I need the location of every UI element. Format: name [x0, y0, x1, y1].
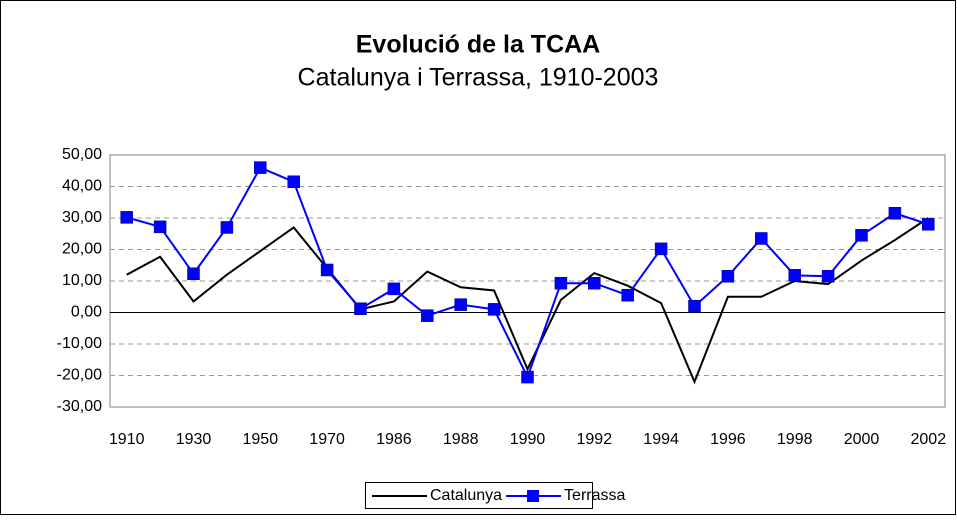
point-marker [821, 270, 835, 283]
x-tick-label: 1950 [243, 431, 279, 448]
legend-label: Catalunya [430, 487, 502, 504]
y-tick-label: 20,00 [62, 241, 102, 258]
point-marker [888, 207, 902, 220]
point-marker [788, 269, 801, 282]
y-tick-label: 50,00 [62, 146, 102, 163]
x-tick-label: 1970 [309, 431, 345, 448]
y-tick-label: -20,00 [57, 367, 102, 384]
x-tick-label: 2002 [911, 431, 947, 448]
point-marker [120, 211, 133, 224]
x-tick-label: 1986 [376, 431, 412, 448]
chart-title: Evolució de la TCAA [356, 31, 600, 59]
y-tick-label: 10,00 [62, 272, 102, 289]
point-marker [721, 270, 735, 283]
x-tick-label: 1996 [710, 431, 746, 448]
point-marker [287, 175, 300, 189]
point-marker [855, 229, 868, 242]
legend-marker [527, 490, 540, 502]
point-marker [454, 298, 467, 311]
point-marker [354, 302, 367, 315]
x-tick-label: 1988 [443, 431, 479, 448]
point-marker [153, 220, 167, 234]
y-tick-label: -30,00 [57, 398, 102, 415]
x-tick-label: 2000 [844, 431, 880, 448]
x-tick-label: 1994 [643, 431, 679, 448]
point-marker [220, 221, 234, 234]
x-tick-label: 1990 [510, 431, 546, 448]
x-tick-label: 1930 [176, 431, 212, 448]
legend-label: Terrassa [564, 487, 625, 504]
point-marker [922, 218, 935, 231]
chart-subtitle: Catalunya i Terrassa, 1910-2003 [298, 64, 659, 92]
point-marker [320, 263, 334, 277]
x-tick-label: 1910 [109, 431, 145, 448]
y-tick-label: 30,00 [62, 209, 102, 226]
point-marker [254, 161, 267, 174]
point-marker [554, 276, 568, 290]
point-marker [421, 309, 434, 322]
point-marker [654, 242, 668, 256]
x-tick-label: 1998 [777, 431, 813, 448]
y-tick-label: -10,00 [57, 335, 102, 352]
y-tick-label: 40,00 [62, 178, 102, 195]
point-marker [688, 299, 701, 313]
point-marker [755, 232, 768, 245]
point-marker [387, 282, 401, 296]
point-marker [187, 267, 200, 281]
x-tick-label: 1992 [577, 431, 613, 448]
point-marker [521, 370, 534, 384]
point-marker [588, 276, 601, 290]
point-marker [621, 288, 634, 302]
y-tick-label: 0,00 [71, 304, 102, 321]
point-marker [487, 303, 501, 316]
